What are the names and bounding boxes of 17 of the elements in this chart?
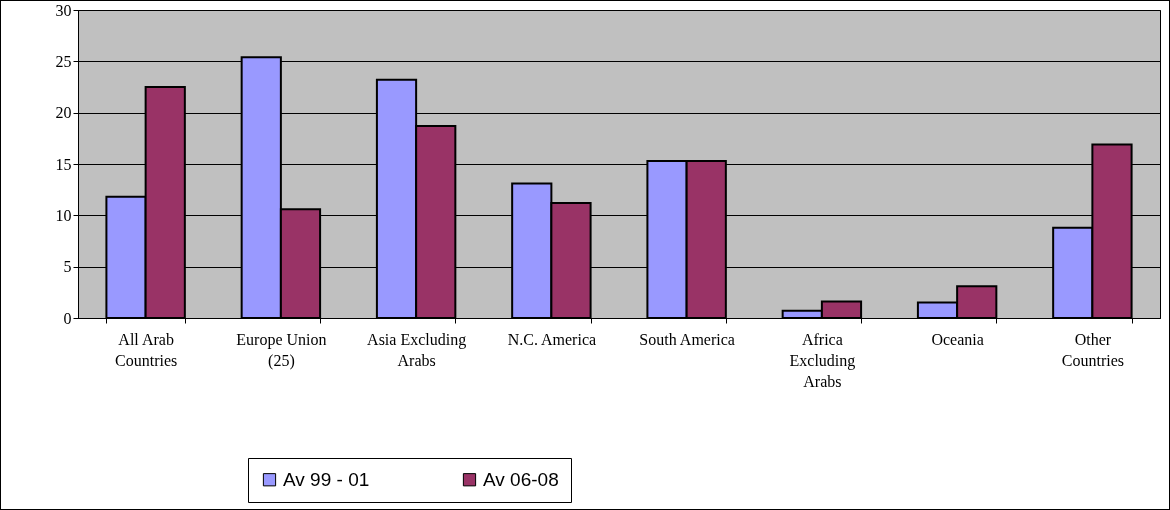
legend-label: Av 06-08 [483, 468, 559, 490]
y-tick-label: 15 [55, 155, 72, 173]
y-tick-label: 30 [55, 1, 72, 19]
y-tick-label: 20 [55, 104, 72, 122]
x-tick-label: Africa Excluding Arabs [789, 330, 856, 390]
x-tick-label: Europe Union (25) [236, 330, 327, 370]
x-tick-label: Asia Excluding Arabs [367, 330, 467, 369]
legend-label: Av 99 - 01 [283, 468, 370, 490]
y-tick-label: 5 [63, 258, 72, 276]
y-tick-label: 10 [55, 206, 72, 224]
x-tick-label: South America [639, 330, 735, 348]
y-tick-label: 25 [55, 52, 72, 70]
x-tick-label: All Arab Countries [115, 330, 178, 369]
x-tick-label: N.C. America [507, 330, 597, 348]
x-tick-label: Oceania [931, 330, 984, 348]
y-tick-label: 0 [63, 309, 72, 327]
x-tick-label: Other Countries [1061, 330, 1124, 369]
